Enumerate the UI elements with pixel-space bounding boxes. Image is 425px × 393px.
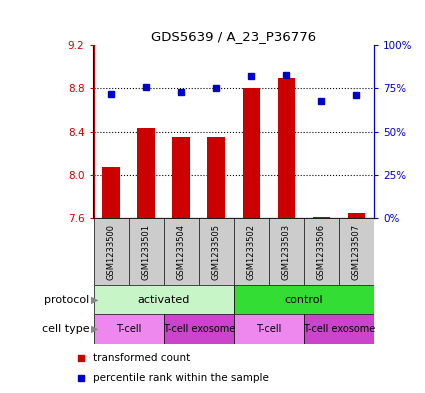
Bar (234, 285, 374, 314)
Text: cell type: cell type (42, 324, 89, 334)
Bar (94, 314, 164, 344)
Text: GSM1233503: GSM1233503 (282, 224, 291, 279)
Bar (94, 285, 234, 314)
Bar (173, 137, 190, 218)
Bar (348, 213, 365, 218)
Title: GDS5639 / A_23_P36776: GDS5639 / A_23_P36776 (151, 29, 316, 42)
Text: transformed count: transformed count (94, 353, 191, 363)
Text: T-cell: T-cell (116, 324, 141, 334)
Text: control: control (285, 295, 323, 305)
Bar (137, 129, 155, 218)
Text: GSM1233501: GSM1233501 (142, 224, 150, 279)
Bar (234, 314, 304, 344)
Bar (207, 137, 225, 218)
Bar (164, 314, 234, 344)
Text: T-cell exosome: T-cell exosome (303, 324, 375, 334)
Text: GSM1233505: GSM1233505 (212, 224, 221, 279)
Text: T-cell: T-cell (256, 324, 281, 334)
Text: protocol: protocol (44, 295, 89, 305)
Text: ▶: ▶ (91, 295, 99, 305)
Text: T-cell exosome: T-cell exosome (162, 324, 235, 334)
Text: GSM1233500: GSM1233500 (107, 224, 116, 279)
Text: percentile rank within the sample: percentile rank within the sample (94, 373, 269, 383)
Text: GSM1233504: GSM1233504 (177, 224, 186, 279)
Bar (102, 167, 120, 218)
Text: GSM1233502: GSM1233502 (247, 224, 256, 279)
Bar (278, 77, 295, 218)
Text: GSM1233507: GSM1233507 (352, 224, 361, 279)
Bar (313, 217, 330, 218)
Bar (304, 314, 374, 344)
Text: activated: activated (137, 295, 190, 305)
Text: GSM1233506: GSM1233506 (317, 224, 326, 279)
Text: ▶: ▶ (91, 324, 99, 334)
Bar (243, 88, 260, 218)
